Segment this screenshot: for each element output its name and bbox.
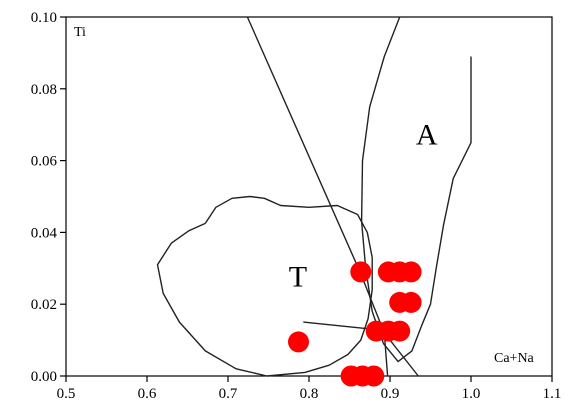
field-boundary-t [158,197,373,377]
x-axis-ticks: 0.5 0.6 0.7 0.8 0.9 1.0 1.1 [57,376,562,402]
field-boundaries [158,17,472,376]
data-point-10 [288,331,309,352]
x-tick-label: 0.9 [381,386,400,402]
x-axis-title: Ca+Na [494,351,535,366]
x-tick-label: 1.1 [543,386,562,402]
field-label-t: T [289,260,307,293]
x-tick-label: 0.6 [138,386,157,402]
y-axis-title: Ti [74,25,86,40]
field-label-a: A [416,118,438,151]
data-point-4 [401,261,422,282]
data-points [288,261,422,386]
data-point-9 [389,321,410,342]
y-tick-label: 0.00 [31,369,57,385]
y-tick-label: 0.06 [31,154,58,170]
y-axis-ticks: 0.00 0.02 0.04 0.06 0.08 0.10 [31,10,66,385]
y-tick-label: 0.02 [31,297,57,313]
x-tick-label: 0.7 [219,386,238,402]
data-point-6 [401,292,422,313]
data-point-13 [363,366,384,387]
data-point-1 [350,261,371,282]
x-tick-label: 1.0 [462,386,481,402]
y-tick-label: 0.10 [31,10,57,26]
x-tick-label: 0.5 [57,386,76,402]
y-tick-label: 0.04 [31,225,58,241]
x-tick-label: 0.8 [300,386,319,402]
y-tick-label: 0.08 [31,82,57,98]
